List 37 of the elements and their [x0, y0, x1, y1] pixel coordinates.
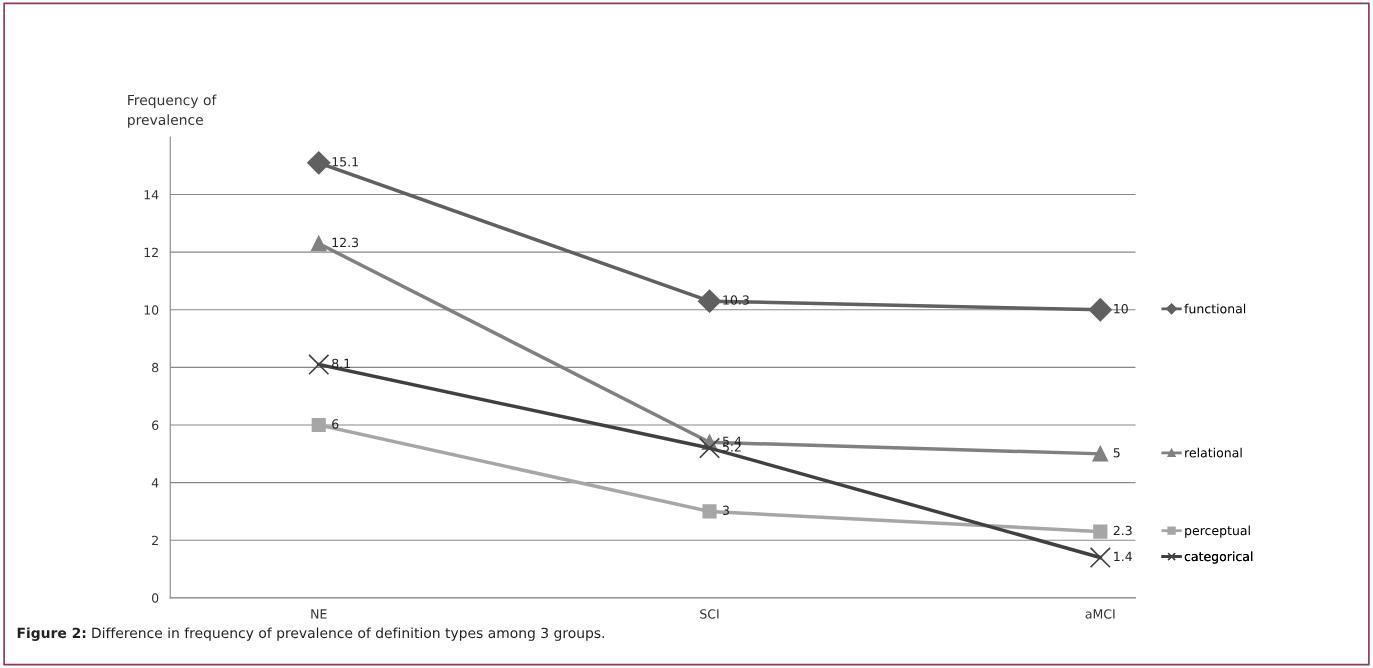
data-label: 2.3	[1113, 525, 1132, 536]
point	[698, 437, 721, 459]
legend-label: functional	[1184, 303, 1246, 314]
data-label: 3	[722, 505, 729, 516]
x-tick-label: aMCI	[1085, 609, 1115, 619]
point	[702, 504, 717, 519]
y-tick-label: 0	[152, 593, 159, 603]
data-label: 15.1	[332, 157, 358, 167]
caption: Figure 2: Difference in frequency of prevalence of definition types among 3 groups.	[17, 627, 604, 641]
y-axis-title: Frequency of prevalence	[128, 94, 217, 128]
data-label: 8.1	[332, 358, 350, 369]
point	[1092, 446, 1109, 462]
legend-label: relational	[1185, 447, 1242, 458]
data-label: 6	[332, 419, 339, 429]
y-tick-label: 12	[144, 247, 158, 257]
point	[311, 417, 326, 433]
point	[310, 235, 327, 252]
y-tick-label: 14	[144, 190, 159, 200]
y-tick-label: 4	[151, 478, 159, 488]
y-tick-label: 8	[152, 362, 159, 373]
y-tick-label: 2	[152, 535, 158, 545]
x-tick-label: NE	[311, 609, 327, 619]
data-label: 1.4	[1114, 551, 1132, 561]
legend-label: perceptual	[1185, 525, 1250, 538]
legend-label: categorical	[1184, 551, 1253, 564]
point	[1093, 524, 1108, 539]
point	[697, 289, 722, 313]
y-tick-label: 6	[152, 420, 159, 430]
point	[1089, 546, 1111, 569]
point	[308, 353, 330, 376]
data-label: 5	[1113, 448, 1120, 458]
x-tick-label: SCI	[700, 609, 719, 619]
point	[1088, 298, 1112, 322]
y-tick-label: 10	[144, 305, 159, 315]
data-label: 12.3	[332, 237, 359, 248]
point	[307, 151, 331, 175]
data-label: 10	[1114, 303, 1128, 314]
